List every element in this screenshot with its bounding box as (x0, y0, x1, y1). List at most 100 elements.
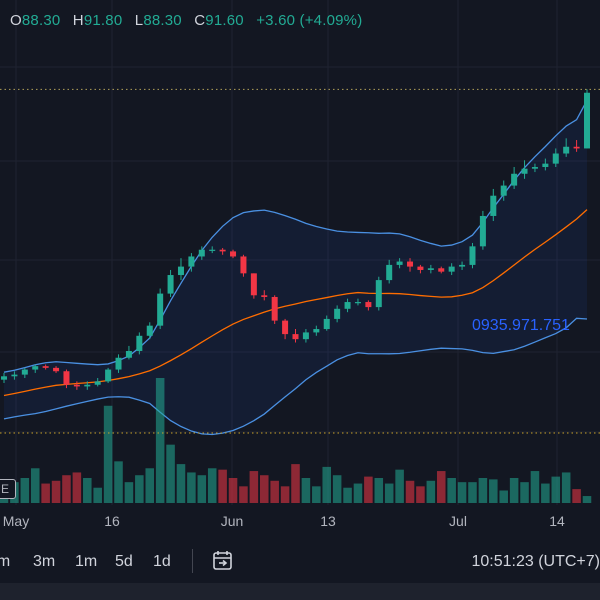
candle-body (219, 249, 226, 252)
range-1m-button[interactable]: 1m (75, 553, 98, 570)
candle-body (417, 266, 424, 270)
bottom-toolbar: 6m 3m 1m 5d 1d 10:51:23 (UTC+7) (0, 537, 600, 583)
candle-body (21, 369, 28, 375)
range-5d-button[interactable]: 5d (115, 553, 133, 570)
volume-bar (197, 475, 207, 503)
volume-bar (93, 487, 102, 503)
candle-body (240, 256, 247, 274)
candle-body (209, 249, 216, 251)
range-3m-button[interactable]: 3m (33, 553, 56, 570)
volume-bar (551, 476, 561, 503)
volume-bar (176, 464, 186, 503)
volume-bar (572, 489, 581, 503)
volume-bar (489, 479, 498, 503)
candle-body (42, 366, 49, 368)
volume-bar (239, 486, 248, 503)
volume-bar (62, 475, 71, 503)
candle-body (125, 350, 132, 358)
volume-bar (343, 487, 352, 503)
bb-upper-line (3, 99, 588, 373)
candle-body (490, 195, 497, 216)
candle-body (479, 215, 486, 247)
goto-date-icon[interactable] (211, 550, 235, 572)
volume-bar (395, 469, 404, 503)
close-value: 91.60 (205, 12, 244, 29)
volume-bar (291, 464, 300, 503)
volume-bar (353, 483, 363, 503)
bottom-panel-edge (0, 583, 600, 600)
volume-bar (457, 482, 467, 503)
price-chart[interactable] (0, 0, 600, 537)
volume-bar (103, 405, 113, 503)
volume-bar (520, 482, 529, 503)
volume-bar (436, 471, 446, 503)
range-1d-button[interactable]: 1d (153, 553, 171, 570)
bb-lower-line (3, 317, 588, 436)
event-badge[interactable]: E (0, 479, 16, 499)
candle-body (354, 302, 361, 304)
volume-bar (478, 478, 488, 503)
candle-body (334, 308, 341, 319)
candle-body (32, 366, 39, 370)
volume-bars (0, 378, 592, 503)
volume-bar (499, 490, 508, 503)
candle-body (448, 266, 455, 272)
close-label: C (194, 12, 206, 29)
clock-timezone-button[interactable]: 10:51:23 (UTC+7) (471, 553, 600, 570)
volume-bar (301, 478, 311, 503)
candle-body (542, 163, 549, 168)
x-tick-jun: Jun (220, 513, 244, 529)
price-guide-lines (0, 88, 600, 434)
change-value: +3.60 (+4.09%) (256, 12, 363, 29)
candle-body (407, 261, 414, 267)
candle-body (427, 268, 434, 270)
candle-body (261, 295, 268, 297)
x-tick-may: May (2, 513, 30, 529)
candle-body (198, 249, 205, 257)
x-tick-jul: Jul (449, 513, 467, 529)
candle-body (563, 146, 570, 154)
candle-body (157, 293, 164, 326)
volume-bar (374, 478, 384, 503)
candle-body (250, 273, 257, 296)
candle-body (53, 367, 60, 372)
candle-body (438, 268, 445, 272)
volume-bar (384, 483, 394, 503)
bb-basis-line (3, 209, 588, 397)
volume-bar (30, 468, 40, 503)
high-value: 91.80 (83, 12, 123, 29)
candle-body (469, 246, 476, 265)
volume-bar (509, 478, 519, 503)
volume-bar (187, 472, 196, 503)
volume-bar (249, 471, 259, 503)
range-6m-button[interactable]: 6m (0, 553, 11, 570)
candle-body (396, 261, 403, 265)
candle-body (94, 381, 101, 385)
volume-bar (166, 444, 175, 503)
candle-body (500, 185, 507, 196)
candle-body (584, 92, 590, 149)
high-label: H (72, 12, 84, 29)
volume-bar (83, 478, 92, 503)
candle-body (73, 384, 80, 387)
ohlc-legend: O88.30 H91.80 L88.30 C91.60 +3.60 (+4.09… (10, 12, 362, 29)
candle-body (115, 357, 122, 370)
x-tick-14: 14 (549, 513, 565, 529)
candle-body (271, 296, 278, 321)
volume-bar (416, 486, 425, 503)
candle-body (84, 384, 91, 387)
low-value: 88.30 (143, 12, 182, 29)
volume-bar (561, 472, 571, 503)
x-tick-16: 16 (104, 513, 120, 529)
candle-body (292, 334, 299, 340)
candle-body (531, 167, 538, 169)
candle-body (146, 325, 153, 336)
candle-body (375, 280, 382, 308)
volume-bar (145, 468, 155, 503)
candle-body (177, 266, 184, 276)
volume-bar (207, 468, 217, 503)
candle-body (511, 173, 518, 186)
candle-body (459, 264, 466, 267)
volume-bar (582, 496, 592, 503)
candle-body (573, 146, 580, 149)
